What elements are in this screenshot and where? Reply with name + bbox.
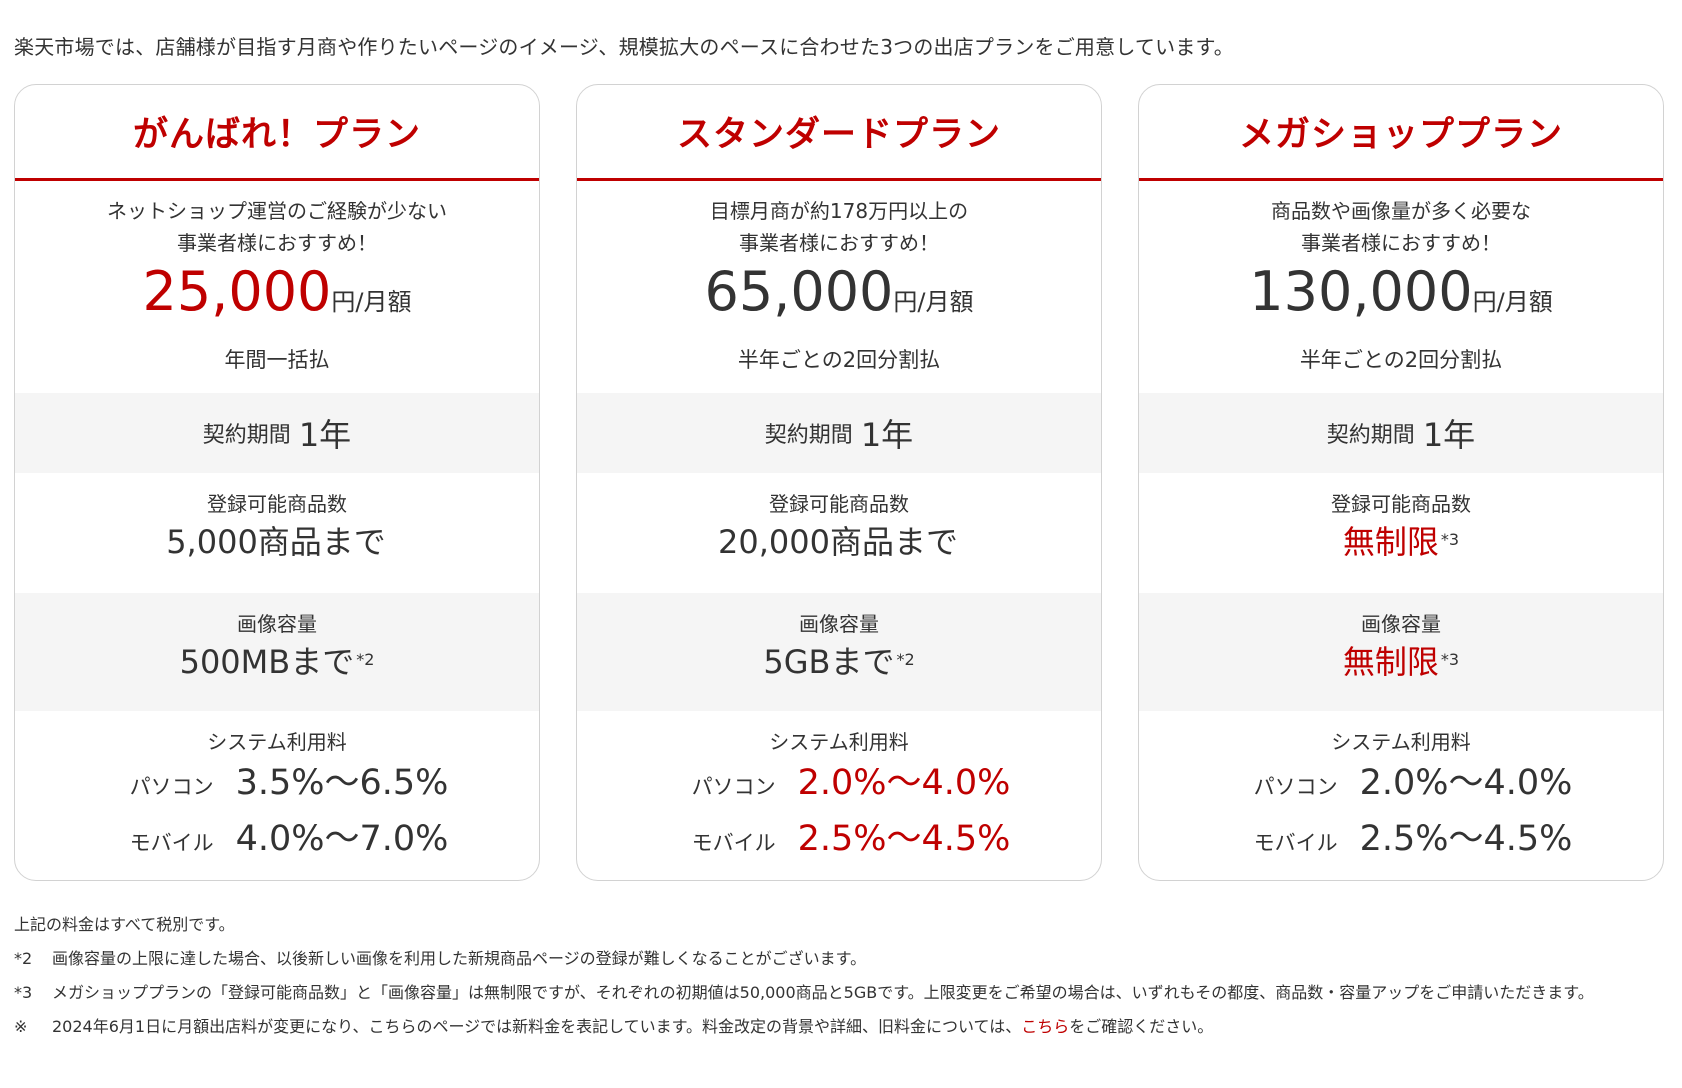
- plan-target: 目標月商が約178万円以上の 事業者様におすすめ！: [709, 199, 969, 255]
- images-row: 画像容量 500MBまで *2: [15, 593, 539, 711]
- plan-card-megashop: メガショッププラン 商品数や画像量が多く必要な 事業者様におすすめ！ 130,0…: [1138, 84, 1664, 881]
- plan-summary: 目標月商が約178万円以上の 事業者様におすすめ！ 65,000円/月額 半年ご…: [577, 181, 1101, 393]
- fee-pc: パソコン 2.0%～4.0%: [1253, 763, 1573, 803]
- plan-target: 商品数や画像量が多く必要な 事業者様におすすめ！: [1271, 199, 1531, 255]
- payment-method: 半年ごとの2回分割払: [737, 348, 941, 372]
- fee-pc: パソコン 3.5%～6.5%: [129, 763, 449, 803]
- payment-method: 年間一括払: [224, 348, 330, 372]
- items-row: 登録可能商品数 無制限 *3: [1139, 473, 1663, 593]
- fee-mobile: モバイル 4.0%～7.0%: [129, 819, 449, 859]
- plan-card-ganbare: がんばれ！プラン ネットショップ運営のご経験が少ない 事業者様におすすめ！ 25…: [14, 84, 540, 881]
- plan-card-standard: スタンダードプラン 目標月商が約178万円以上の 事業者様におすすめ！ 65,0…: [576, 84, 1102, 881]
- plan-title: スタンダードプラン: [676, 115, 1001, 155]
- card-header: スタンダードプラン: [577, 85, 1101, 181]
- old-pricing-link[interactable]: こちら: [1021, 1017, 1070, 1036]
- plan-summary: ネットショップ運営のご経験が少ない 事業者様におすすめ！ 25,000円/月額 …: [15, 181, 539, 393]
- note-tax: 上記の料金はすべて税別です。: [14, 915, 235, 934]
- images-row: 画像容量 無制限 *3: [1139, 593, 1663, 711]
- footnotes: 上記の料金はすべて税別です。 *2 画像容量の上限に達した場合、以後新しい画像を利…: [14, 908, 1664, 1044]
- images-value: 500MBまで *2: [179, 643, 375, 681]
- plan-title: メガショッププラン: [1238, 115, 1563, 155]
- note-2: *2 画像容量の上限に達した場合、以後新しい画像を利用した新規商品ページの登録が難…: [14, 949, 867, 968]
- images-value: 5GBまで *2: [763, 643, 915, 681]
- items-row: 登録可能商品数 20,000商品まで: [577, 473, 1101, 593]
- card-header: がんばれ！プラン: [15, 85, 539, 181]
- items-value: 無制限 *3: [1342, 523, 1460, 561]
- contract-row: 契約期間 1年: [15, 393, 539, 473]
- plan-title: がんばれ！プラン: [132, 115, 421, 155]
- plan-summary: 商品数や画像量が多く必要な 事業者様におすすめ！ 130,000円/月額 半年ご…: [1139, 181, 1663, 393]
- intro-text: 楽天市場では、店舗様が目指す月商や作りたいページのイメージ、規模拡大のペースに合…: [14, 35, 1234, 59]
- images-value: 無制限 *3: [1342, 643, 1460, 681]
- images-row: 画像容量 5GBまで *2: [577, 593, 1101, 711]
- items-value: 20,000商品まで: [718, 523, 958, 561]
- plan-target: ネットショップ運営のご経験が少ない 事業者様におすすめ！: [107, 199, 447, 255]
- system-fee-row: システム利用料 パソコン 3.5%～6.5% モバイル 4.0%～7.0%: [15, 711, 539, 880]
- fee-mobile: モバイル 2.5%～4.5%: [691, 819, 1011, 859]
- system-fee-row: システム利用料 パソコン 2.0%～4.0% モバイル 2.5%～4.5%: [577, 711, 1101, 880]
- fee-mobile: モバイル 2.5%～4.5%: [1253, 819, 1573, 859]
- card-header: メガショッププラン: [1139, 85, 1663, 181]
- plan-cards: がんばれ！プラン ネットショップ運営のご経験が少ない 事業者様におすすめ！ 25…: [14, 84, 1664, 881]
- payment-method: 半年ごとの2回分割払: [1299, 348, 1503, 372]
- system-fee-row: システム利用料 パソコン 2.0%～4.0% モバイル 2.5%～4.5%: [1139, 711, 1663, 880]
- items-value: 5,000商品まで: [166, 523, 386, 561]
- fee-pc: パソコン 2.0%～4.0%: [691, 763, 1011, 803]
- plan-price: 25,000円/月額: [142, 260, 412, 323]
- note-3: *3 メガショッププランの「登録可能商品数」と「画像容量」は無制限ですが、それぞれ…: [14, 983, 1594, 1002]
- plan-price: 65,000円/月額: [704, 260, 974, 323]
- contract-row: 契約期間 1年: [1139, 393, 1663, 473]
- note-kome: ※ 2024年6月1日に月額出店料が変更になり、こちらのページでは新料金を表記して…: [14, 1017, 1214, 1036]
- plan-price: 130,000円/月額: [1249, 260, 1553, 323]
- contract-row: 契約期間 1年: [577, 393, 1101, 473]
- items-row: 登録可能商品数 5,000商品まで: [15, 473, 539, 593]
